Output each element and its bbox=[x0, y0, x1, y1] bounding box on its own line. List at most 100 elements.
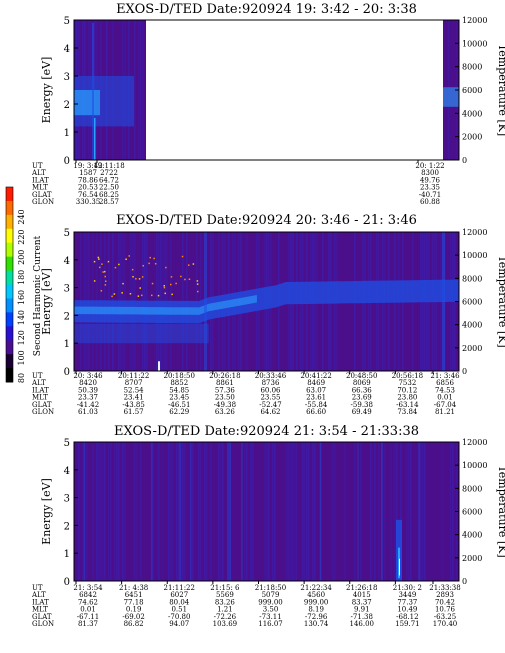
harmonic-dot bbox=[196, 280, 199, 282]
ephemeris-value: 20:56:18 bbox=[392, 372, 423, 380]
ephemeris-value: 8707 bbox=[125, 379, 143, 387]
y2-tick-label: 10000 bbox=[462, 251, 487, 260]
harmonic-dot bbox=[129, 293, 132, 295]
ephemeris-value: 8069 bbox=[353, 379, 371, 387]
ephemeris-row-label: UT bbox=[32, 162, 43, 170]
ephemeris-value: -72.96 bbox=[305, 613, 328, 621]
y-tick-label: 5 bbox=[64, 228, 70, 239]
colorbar-tick-label: 100 bbox=[17, 350, 26, 365]
colorbar-segment bbox=[6, 256, 13, 272]
ephemeris-value: 3449 bbox=[398, 591, 416, 599]
ephemeris-value: 69.49 bbox=[352, 408, 372, 416]
y2-tick-label: 6000 bbox=[462, 508, 482, 517]
colorbar-segment bbox=[6, 242, 13, 258]
ephemeris-value: 21: 4:38 bbox=[119, 584, 148, 592]
harmonic-dot bbox=[118, 263, 120, 266]
ephemeris-value: 999.00 bbox=[258, 598, 283, 606]
ephemeris-value: 83.26 bbox=[215, 598, 236, 606]
ephemeris-row-label: UT bbox=[32, 584, 43, 592]
ephemeris-value: 330.35 bbox=[76, 198, 101, 206]
ephemeris-value: 68.25 bbox=[99, 191, 119, 199]
harmonic-dot bbox=[180, 275, 182, 278]
streak-line bbox=[418, 442, 420, 581]
ephemeris-value: 10.76 bbox=[435, 606, 456, 614]
spike-line bbox=[92, 22, 94, 160]
ephemeris-value: 2722 bbox=[100, 169, 118, 177]
energy-band-core bbox=[74, 295, 257, 315]
ephemeris-value: 28.57 bbox=[99, 198, 119, 206]
ephemeris-value: 20: 1:22 bbox=[415, 162, 444, 170]
ephemeris-value: 21: 3:54 bbox=[73, 584, 103, 592]
harmonic-dot bbox=[131, 268, 134, 271]
ephemeris-value: 57.36 bbox=[215, 386, 236, 394]
ephemeris-value: 86.82 bbox=[124, 620, 144, 628]
y2-tick-label: 2000 bbox=[462, 133, 482, 142]
ephemeris-value: 60.88 bbox=[420, 198, 440, 206]
ephemeris-value: 8852 bbox=[170, 379, 188, 387]
ephemeris-value: 94.07 bbox=[169, 620, 189, 628]
panel-2 bbox=[73, 231, 460, 374]
y-tick-label: 3 bbox=[64, 494, 70, 505]
ephemeris-value: 4015 bbox=[353, 591, 371, 599]
ephemeris-value: -46.51 bbox=[168, 401, 190, 409]
y2-tick-label: 12000 bbox=[462, 228, 487, 237]
colorbar-tick-label: 160 bbox=[17, 290, 26, 305]
harmonic-dot bbox=[104, 270, 106, 273]
harmonic-dot bbox=[141, 294, 143, 297]
y2-tick-label: 2000 bbox=[462, 554, 482, 563]
ephemeris-row-label: MLT bbox=[32, 184, 48, 192]
ephemeris-value: 23.61 bbox=[306, 394, 326, 402]
ephemeris-value: -43.85 bbox=[122, 401, 144, 409]
ephemeris-value: 64.72 bbox=[99, 176, 119, 184]
harmonic-dot bbox=[175, 282, 177, 285]
harmonic-dot bbox=[122, 282, 124, 285]
y2-tick-label: 10000 bbox=[462, 39, 487, 48]
harmonic-dot bbox=[98, 258, 100, 260]
y2-tick-label: 6000 bbox=[462, 298, 482, 307]
ephemeris-row-label: UT bbox=[32, 372, 43, 380]
ephemeris-row-label: ILAT bbox=[32, 598, 49, 606]
ephemeris-value: 76.54 bbox=[78, 191, 99, 199]
ephemeris-value: 23.41 bbox=[124, 394, 144, 402]
ephemeris-value: -71.38 bbox=[351, 613, 373, 621]
ephemeris-row-label: ALT bbox=[31, 379, 46, 387]
ephemeris-value: 6027 bbox=[170, 591, 188, 599]
spike-line bbox=[158, 361, 160, 371]
ephemeris-value: -52.47 bbox=[259, 401, 281, 409]
colorbar-segment bbox=[6, 368, 13, 383]
ephemeris-value: 8861 bbox=[216, 379, 234, 387]
spike-line bbox=[442, 232, 445, 371]
data-gap bbox=[146, 20, 443, 160]
ephemeris-value: 23.50 bbox=[215, 394, 235, 402]
ephemeris-value: 23.45 bbox=[169, 394, 189, 402]
y2-tick-label: 2000 bbox=[462, 344, 482, 353]
chart-title: EXOS-D/TED Date:920924 20: 3:46 - 21: 3:… bbox=[116, 213, 417, 228]
ephemeris-value: 73.84 bbox=[397, 408, 418, 416]
ephemeris-value: 81.37 bbox=[78, 620, 98, 628]
ephemeris-value: 6856 bbox=[436, 379, 454, 387]
ephemeris-value: 21:30: 2 bbox=[393, 584, 422, 592]
ephemeris-value: 20:11:22 bbox=[118, 372, 149, 380]
ephemeris-value: 146.00 bbox=[350, 620, 375, 628]
ephemeris-value: 61.03 bbox=[78, 408, 98, 416]
colorbar-tick-label: 200 bbox=[17, 250, 26, 265]
colorbar-segment bbox=[6, 214, 13, 230]
harmonic-dot bbox=[105, 280, 107, 282]
ephemeris-value: 159.71 bbox=[395, 620, 420, 628]
ephemeris-value: -67.04 bbox=[434, 401, 457, 409]
colorbar-tick-label: 120 bbox=[17, 330, 26, 345]
ephemeris-value: 0.01 bbox=[80, 606, 96, 614]
ephemeris-value: 0.01 bbox=[437, 394, 453, 402]
ephemeris-value: 0.51 bbox=[171, 606, 187, 614]
ephemeris-value: -49.38 bbox=[214, 401, 236, 409]
ephemeris-value: 116.07 bbox=[258, 620, 283, 628]
ephemeris-value: 20:26:18 bbox=[209, 372, 240, 380]
harmonic-dot bbox=[164, 292, 166, 295]
ephemeris-value: 81.21 bbox=[435, 408, 455, 416]
y-tick-label: 5 bbox=[64, 16, 70, 27]
ephemeris-row-label: GLAT bbox=[32, 191, 52, 199]
ephemeris-value: 8469 bbox=[307, 379, 325, 387]
ephemeris-value: 70.12 bbox=[397, 386, 417, 394]
